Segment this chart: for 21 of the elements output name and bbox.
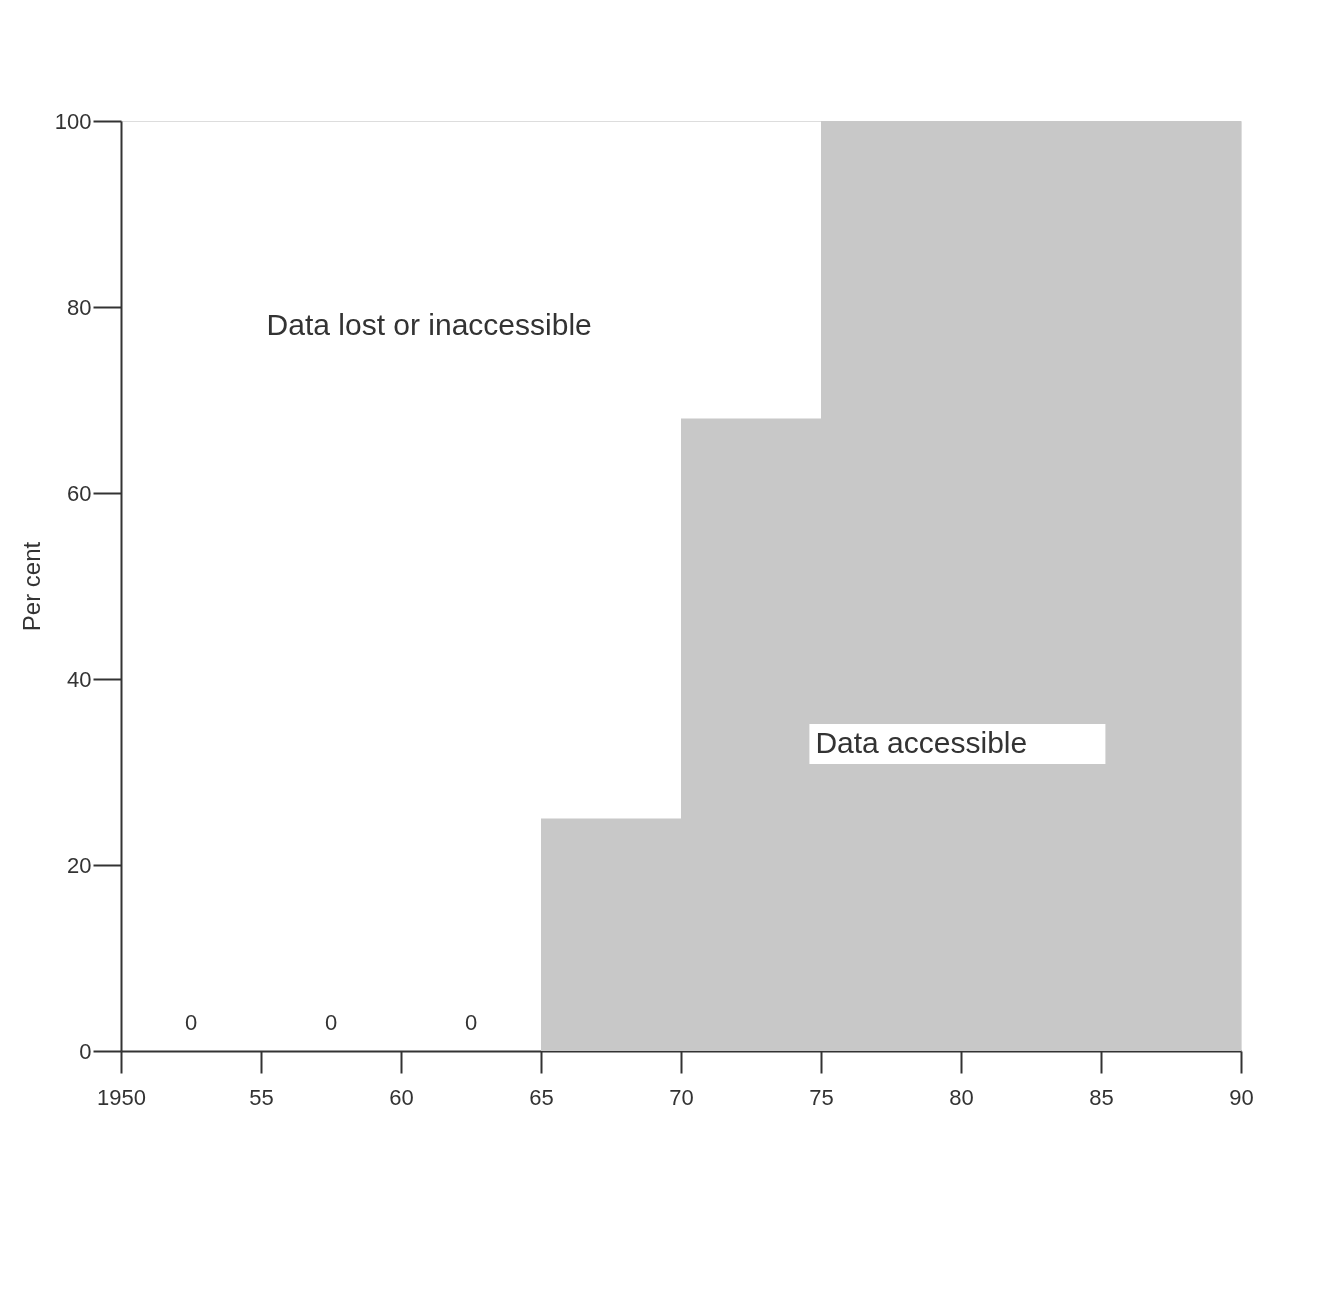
data-label: 0 xyxy=(464,1010,478,1035)
annotation: Data lost or inaccessible xyxy=(266,307,592,341)
x-tick-label: 85 xyxy=(1089,1084,1114,1110)
x-tick-label: 1950 xyxy=(97,1084,146,1110)
data-label: 0 xyxy=(324,1010,338,1035)
x-tick-label: 80 xyxy=(949,1084,974,1110)
data-label: 0 xyxy=(184,1010,198,1035)
x-tick-label: 55 xyxy=(249,1084,274,1110)
y-tick-label: 0 xyxy=(79,1038,92,1064)
y-tick-label: 20 xyxy=(67,852,92,878)
y-tick-label: 80 xyxy=(67,294,92,320)
y-tick-label: 40 xyxy=(67,666,92,692)
annotation: Data accessible xyxy=(815,726,1028,760)
x-tick-label: 65 xyxy=(529,1084,554,1110)
y-tick-label: 100 xyxy=(54,108,92,134)
x-tick-label: 90 xyxy=(1229,1084,1254,1110)
y-axis-title: Per cent xyxy=(17,541,45,632)
y-tick-label: 60 xyxy=(67,480,92,506)
x-tick-label: 70 xyxy=(669,1084,694,1110)
x-tick-label: 60 xyxy=(389,1084,414,1110)
x-tick-label: 75 xyxy=(809,1084,834,1110)
